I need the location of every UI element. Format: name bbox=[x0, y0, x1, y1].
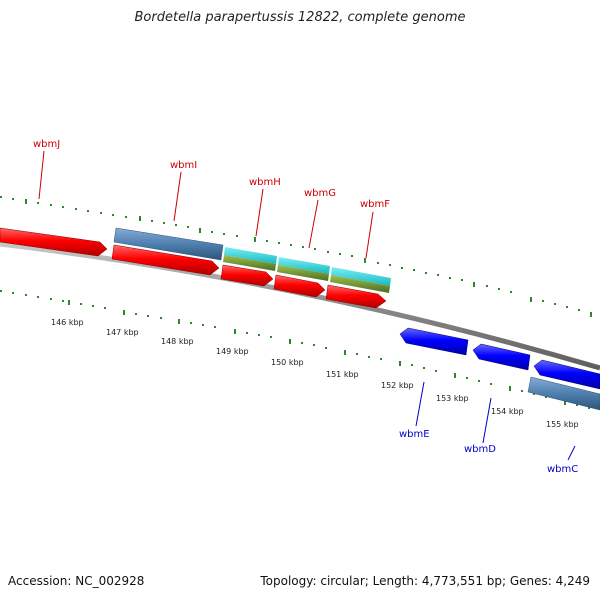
gene-label-wbmc[interactable]: wbmC bbox=[547, 464, 578, 475]
leader-line bbox=[415, 381, 425, 427]
leader-line bbox=[173, 171, 182, 222]
gene-arrow-forward[interactable] bbox=[325, 284, 387, 309]
leader-line bbox=[365, 211, 374, 259]
scale-labels: 146 kbp 147 kbp 148 kbp 149 kbp 150 kbp … bbox=[51, 318, 579, 429]
gene-cluster-bar[interactable] bbox=[113, 227, 224, 261]
gene-label-wbmj[interactable]: wbmJ bbox=[33, 139, 60, 150]
gene-cluster-bar[interactable] bbox=[527, 376, 600, 411]
gene-arrow-reverse[interactable] bbox=[472, 343, 531, 371]
scale-label: 149 kbp bbox=[216, 347, 249, 356]
scale-label: 151 kbp bbox=[326, 370, 359, 379]
olive-track-segment bbox=[277, 265, 329, 281]
gene-arrow-forward[interactable] bbox=[0, 227, 108, 257]
cyan-track-segment bbox=[278, 257, 330, 274]
map-title: Bordetella parapertussis 12822, complete… bbox=[134, 10, 466, 25]
scale-label: 153 kbp bbox=[436, 394, 469, 403]
gene-arrow-forward[interactable] bbox=[273, 274, 326, 298]
scale-label: 155 kbp bbox=[546, 420, 579, 429]
gene-arrow-reverse[interactable] bbox=[399, 327, 469, 356]
gene-label-wbmf[interactable]: wbmF bbox=[360, 199, 390, 210]
scale-label: 154 kbp bbox=[491, 407, 524, 416]
gene-label-wbmi[interactable]: wbmI bbox=[170, 160, 197, 171]
leader-line bbox=[482, 397, 492, 444]
gene-labels: wbmJ wbmI wbmH wbmG wbmF wbmE wbmD wbmC bbox=[33, 139, 578, 475]
gene-label-wbmd[interactable]: wbmD bbox=[464, 444, 496, 455]
gene-arrow-forward[interactable] bbox=[220, 264, 274, 287]
scale-label: 148 kbp bbox=[161, 337, 194, 346]
olive-track-segment bbox=[330, 275, 390, 293]
scale-label: 146 kbp bbox=[51, 318, 84, 327]
leader-line bbox=[255, 188, 264, 237]
scale-label: 152 kbp bbox=[381, 381, 414, 390]
gene-label-wbmg[interactable]: wbmG bbox=[304, 188, 336, 199]
outer-tick-ring bbox=[0, 196, 592, 317]
scale-label: 150 kbp bbox=[271, 358, 304, 367]
accession-text: Accession: NC_002928 bbox=[8, 574, 145, 588]
cyan-track-segment bbox=[224, 247, 277, 264]
gene-arrow-forward[interactable] bbox=[111, 244, 220, 276]
leader-line bbox=[567, 445, 576, 461]
olive-track-segment bbox=[223, 255, 276, 271]
gene-label-wbme[interactable]: wbmE bbox=[399, 429, 430, 440]
leader-line bbox=[308, 199, 319, 249]
leader-line bbox=[38, 150, 45, 200]
genome-summary-text: Topology: circular; Length: 4,773,551 bp… bbox=[260, 574, 590, 588]
gene-arrow-reverse[interactable] bbox=[533, 359, 600, 390]
inner-tick-ring bbox=[0, 290, 590, 409]
scale-label: 147 kbp bbox=[106, 328, 139, 337]
cyan-track-segment bbox=[331, 267, 391, 286]
gene-label-wbmh[interactable]: wbmH bbox=[249, 177, 281, 188]
